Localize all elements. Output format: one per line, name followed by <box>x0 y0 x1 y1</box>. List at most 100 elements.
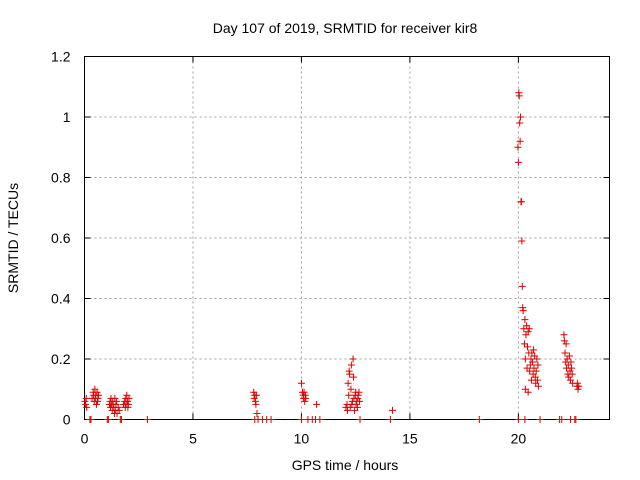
data-point <box>267 416 275 423</box>
data-point <box>386 416 394 423</box>
x-tick-label: 10 <box>294 431 310 447</box>
data-point <box>124 400 132 408</box>
data-point <box>517 198 525 206</box>
data-point <box>125 394 133 402</box>
data-point <box>528 358 536 366</box>
data-point <box>297 416 305 423</box>
data-point <box>297 379 305 387</box>
y-tick-label: 0.4 <box>51 291 71 307</box>
data-point <box>536 416 544 423</box>
data-point <box>517 113 525 121</box>
data-point <box>518 282 526 290</box>
data-points <box>81 89 583 423</box>
data-point <box>525 325 533 333</box>
data-point <box>117 416 125 423</box>
x-axis-label: GPS time / hours <box>292 457 399 473</box>
axis-ticks: 0 5 10 15 20 0 0.2 0.4 0.6 0.8 1 1.2 <box>51 49 610 447</box>
data-point <box>346 403 354 411</box>
data-point <box>475 416 483 423</box>
data-point <box>573 379 581 387</box>
data-point <box>558 416 566 423</box>
data-point <box>560 337 568 345</box>
data-point <box>516 119 524 127</box>
y-tick-label: 1.2 <box>51 49 71 65</box>
data-point <box>534 361 542 369</box>
data-point <box>82 400 90 408</box>
data-point <box>518 237 526 245</box>
data-point <box>313 400 321 408</box>
data-point <box>316 416 324 423</box>
data-point <box>92 400 100 408</box>
data-point <box>82 394 90 402</box>
data-point <box>515 92 523 100</box>
data-point <box>115 406 123 414</box>
x-tick-label: 20 <box>511 431 527 447</box>
data-point <box>568 370 576 378</box>
data-point <box>521 316 529 324</box>
data-point <box>560 331 568 339</box>
data-point <box>301 397 309 405</box>
y-axis-label: SRMTID / TECUs <box>5 183 21 293</box>
data-point <box>523 343 531 351</box>
data-point <box>533 355 541 363</box>
data-point <box>574 385 582 393</box>
chart-title: Day 107 of 2019, SRMTID for receiver kir… <box>213 20 478 36</box>
data-point <box>514 158 522 166</box>
data-point <box>253 409 261 417</box>
data-point <box>519 307 527 315</box>
data-point <box>81 397 89 405</box>
data-point <box>575 382 583 390</box>
data-point <box>355 388 363 396</box>
y-tick-label: 0 <box>63 412 71 428</box>
data-point <box>83 403 91 411</box>
y-tick-label: 0.6 <box>51 230 71 246</box>
data-point <box>94 394 102 402</box>
data-point <box>532 367 540 375</box>
data-point <box>562 340 570 348</box>
data-point <box>344 379 352 387</box>
x-tick-label: 5 <box>189 431 197 447</box>
data-point <box>354 391 362 399</box>
data-point <box>521 416 529 423</box>
data-point <box>561 349 569 357</box>
data-point <box>567 358 575 366</box>
x-tick-label: 0 <box>81 431 89 447</box>
data-point <box>389 406 397 414</box>
data-point <box>527 376 535 384</box>
data-point <box>123 397 131 405</box>
data-point <box>353 403 361 411</box>
data-point <box>95 391 103 399</box>
data-point <box>143 416 151 423</box>
y-tick-label: 0.8 <box>51 170 71 186</box>
data-point <box>352 400 360 408</box>
data-point <box>300 388 308 396</box>
data-point <box>345 391 353 399</box>
data-point <box>104 416 112 423</box>
data-point <box>516 137 524 145</box>
x-tick-label: 15 <box>402 431 418 447</box>
data-point <box>93 388 101 396</box>
data-point <box>533 376 541 384</box>
data-point <box>252 391 260 399</box>
data-point <box>252 400 260 408</box>
data-point <box>530 346 538 354</box>
data-point <box>302 394 310 402</box>
data-point <box>346 370 354 378</box>
data-point <box>534 382 542 390</box>
data-point <box>356 397 364 405</box>
data-point <box>111 394 119 402</box>
data-point <box>524 388 532 396</box>
data-point <box>347 385 355 393</box>
data-point <box>524 328 532 336</box>
data-point <box>356 416 364 423</box>
data-point <box>114 403 122 411</box>
data-point <box>87 416 95 423</box>
data-point <box>572 416 580 423</box>
data-point <box>526 367 534 375</box>
data-point <box>347 361 355 369</box>
data-point <box>514 416 522 423</box>
data-point <box>520 340 528 348</box>
data-point <box>565 352 573 360</box>
